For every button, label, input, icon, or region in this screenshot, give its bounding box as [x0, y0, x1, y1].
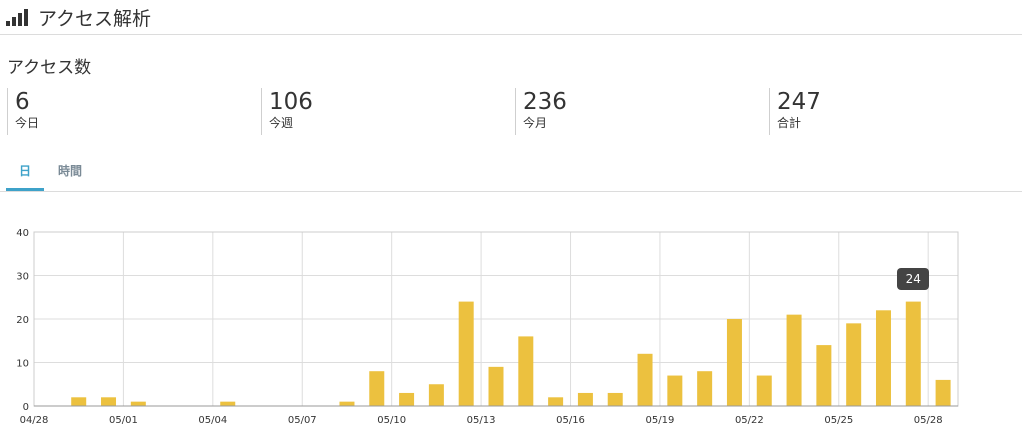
y-tick-label: 0 [23, 402, 29, 413]
x-tick-label: 05/13 [467, 415, 496, 426]
tab-bar: 日 時間 [0, 160, 1022, 192]
y-tick-label: 20 [16, 315, 29, 326]
bar[interactable] [637, 353, 653, 406]
x-tick-label: 05/28 [914, 415, 943, 426]
stat-value: 236 [523, 89, 567, 115]
y-tick-label: 10 [16, 359, 29, 370]
x-tick-label: 05/16 [556, 415, 585, 426]
section-title: アクセス数 [7, 58, 92, 78]
bar[interactable] [816, 345, 832, 406]
bar[interactable] [428, 384, 444, 406]
stat-value: 6 [15, 89, 30, 115]
x-tick-label: 05/07 [288, 415, 317, 426]
access-chart: 0 10 20 30 40 04/28 05/01 05/04 05/07 05/10 05/13 0… [0, 218, 1024, 448]
bar[interactable] [220, 401, 236, 406]
x-tick-label: 05/22 [735, 415, 764, 426]
bar[interactable] [577, 392, 593, 406]
x-tick-label: 05/04 [198, 415, 227, 426]
bar[interactable] [846, 323, 862, 406]
bar[interactable] [756, 375, 772, 406]
y-tick-label: 40 [16, 228, 29, 239]
stat-label: 今日 [15, 116, 40, 130]
bar[interactable] [548, 397, 564, 406]
x-tick-label: 04/28 [20, 415, 49, 426]
stat-total: 247 合計 [769, 88, 821, 135]
bar[interactable] [518, 336, 534, 406]
bar[interactable] [607, 392, 623, 406]
x-tick-label: 05/25 [824, 415, 853, 426]
bar[interactable] [458, 301, 474, 406]
stat-week: 106 今週 [261, 88, 313, 135]
x-tick-label: 05/19 [646, 415, 675, 426]
bar[interactable] [339, 401, 355, 406]
bar[interactable] [101, 397, 117, 406]
tab-day[interactable]: 日 [6, 160, 44, 191]
bar[interactable] [697, 371, 713, 406]
tab-hour[interactable]: 時間 [57, 164, 82, 178]
y-tick-label: 30 [16, 272, 29, 283]
stat-today: 6 今日 [7, 88, 39, 135]
bar[interactable] [71, 397, 87, 406]
header: アクセス解析 [0, 0, 1022, 35]
bar[interactable] [905, 301, 921, 406]
x-tick-label: 05/01 [109, 415, 138, 426]
bar[interactable] [399, 392, 415, 406]
stat-month: 236 今月 [515, 88, 567, 135]
stat-value: 106 [269, 89, 313, 115]
bar[interactable] [726, 319, 742, 406]
bar-tooltip: 24 [897, 267, 930, 290]
stat-label: 今月 [523, 116, 548, 130]
bar[interactable] [786, 314, 802, 406]
bar[interactable] [935, 379, 951, 406]
bar[interactable] [667, 375, 683, 406]
bar[interactable] [488, 366, 504, 406]
x-tick-label: 05/10 [377, 415, 406, 426]
stat-value: 247 [777, 89, 821, 115]
signal-bars-icon [6, 6, 32, 26]
stats-row: 6 今日 106 今週 236 今月 247 合計 [0, 88, 1024, 136]
page-title: アクセス解析 [38, 8, 152, 30]
bar[interactable] [130, 401, 146, 406]
stat-label: 合計 [777, 116, 802, 130]
bar[interactable] [369, 371, 385, 406]
stat-label: 今週 [269, 116, 294, 130]
bar[interactable] [875, 310, 891, 406]
bar-chart: 0 10 20 30 40 04/28 05/01 05/04 05/07 05/10 05/13 0… [16, 228, 959, 426]
